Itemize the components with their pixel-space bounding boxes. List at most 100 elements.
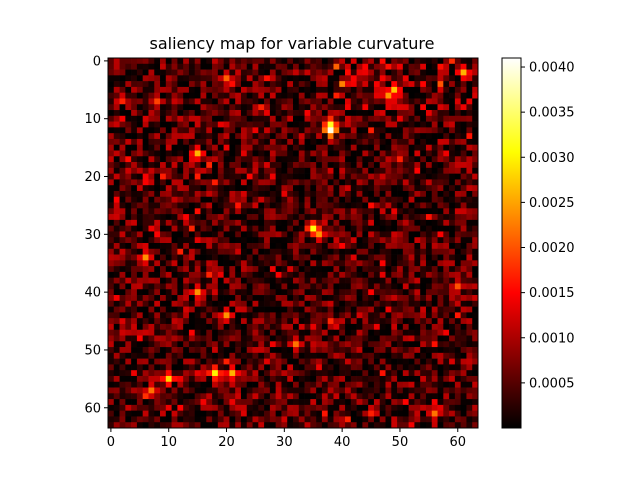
heatmap-cell	[310, 121, 317, 128]
heatmap-cell	[321, 208, 329, 215]
heatmap-cell	[449, 110, 456, 117]
heatmap-cell	[108, 277, 115, 284]
heatmap-cell	[316, 214, 323, 221]
heatmap-cell	[298, 404, 305, 412]
heatmap-cell	[454, 404, 462, 412]
heatmap-cell	[327, 231, 334, 238]
heatmap-cell	[235, 156, 242, 163]
heatmap-cell	[431, 81, 438, 88]
heatmap-cell	[391, 335, 398, 342]
heatmap-cell	[183, 115, 190, 122]
heatmap-cell	[269, 196, 277, 203]
heatmap-cell	[125, 127, 132, 134]
heatmap-cell	[281, 341, 288, 348]
heatmap-cell	[275, 162, 282, 169]
heatmap-cell	[362, 364, 369, 371]
heatmap-cell	[454, 237, 462, 244]
heatmap-cell	[362, 214, 369, 221]
heatmap-cell	[235, 364, 242, 371]
heatmap-cell	[304, 81, 311, 88]
heatmap-cell	[188, 156, 196, 163]
heatmap-cell	[472, 283, 479, 290]
heatmap-cell	[350, 254, 357, 261]
heatmap-cell	[235, 283, 242, 290]
heatmap-cell	[258, 185, 265, 192]
heatmap-cell	[414, 138, 421, 146]
heatmap-cell	[177, 243, 184, 250]
heatmap-cell	[466, 260, 473, 267]
heatmap-cell	[460, 92, 467, 99]
heatmap-cell	[327, 63, 334, 70]
heatmap-cell	[316, 381, 323, 388]
heatmap-cell	[160, 323, 167, 331]
heatmap-cell	[472, 248, 479, 255]
heatmap-cell	[108, 289, 115, 296]
heatmap-cell	[160, 347, 167, 354]
heatmap-cell	[333, 92, 340, 99]
heatmap-cell	[402, 208, 409, 215]
heatmap-cell	[206, 364, 213, 371]
heatmap-cell	[154, 399, 161, 406]
heatmap-cell	[402, 318, 409, 325]
heatmap-cell	[160, 133, 167, 140]
heatmap-cell	[437, 399, 444, 406]
heatmap-cell	[397, 231, 404, 238]
heatmap-cell	[356, 243, 363, 250]
heatmap-cell	[414, 312, 421, 319]
heatmap-cell	[217, 185, 224, 192]
heatmap-cell	[200, 335, 207, 342]
heatmap-cell	[223, 75, 230, 82]
heatmap-cell	[212, 352, 219, 359]
heatmap-cell	[171, 104, 178, 111]
heatmap-cell	[397, 86, 404, 94]
heatmap-cell	[298, 271, 305, 279]
heatmap-cell	[345, 399, 352, 406]
heatmap-cell	[200, 69, 207, 76]
heatmap-cell	[420, 341, 427, 348]
heatmap-cell	[108, 375, 115, 383]
heatmap-cell	[113, 295, 120, 302]
heatmap-cell	[350, 358, 357, 365]
heatmap-cell	[235, 202, 242, 209]
heatmap-cell	[373, 98, 381, 105]
heatmap-cell	[454, 104, 462, 111]
heatmap-cell	[298, 202, 305, 209]
heatmap-cell	[188, 271, 196, 279]
heatmap-cell	[177, 208, 184, 215]
heatmap-cell	[379, 115, 386, 122]
heatmap-cell	[188, 173, 196, 180]
heatmap-cell	[304, 295, 311, 302]
heatmap-cell	[293, 300, 300, 307]
heatmap-cell	[264, 243, 271, 250]
heatmap-cell	[449, 306, 456, 313]
heatmap-cell	[449, 289, 456, 296]
heatmap-cell	[304, 266, 311, 273]
heatmap-cell	[356, 387, 363, 394]
heatmap-cell	[420, 63, 427, 70]
heatmap-cell	[310, 306, 317, 313]
heatmap-cell	[264, 138, 271, 146]
heatmap-cell	[321, 138, 329, 146]
heatmap-cell	[252, 329, 259, 336]
heatmap-cell	[431, 167, 438, 174]
heatmap-cell	[258, 69, 265, 76]
heatmap-cell	[379, 318, 386, 325]
heatmap-cell	[316, 190, 323, 198]
heatmap-cell	[327, 387, 334, 394]
heatmap-cell	[454, 283, 462, 290]
heatmap-cell	[136, 266, 144, 273]
heatmap-cell	[391, 312, 398, 319]
heatmap-cell	[125, 248, 132, 255]
heatmap-cell	[414, 370, 421, 377]
heatmap-cell	[142, 335, 149, 342]
heatmap-cell	[200, 190, 207, 198]
heatmap-cell	[194, 410, 201, 417]
heatmap-cell	[235, 404, 242, 412]
heatmap-cell	[148, 352, 155, 359]
heatmap-cell	[142, 202, 149, 209]
heatmap-cell	[252, 58, 259, 65]
heatmap-cell	[194, 404, 201, 412]
heatmap-cell	[472, 156, 479, 163]
heatmap-cell	[223, 404, 230, 412]
heatmap-cell	[188, 208, 196, 215]
